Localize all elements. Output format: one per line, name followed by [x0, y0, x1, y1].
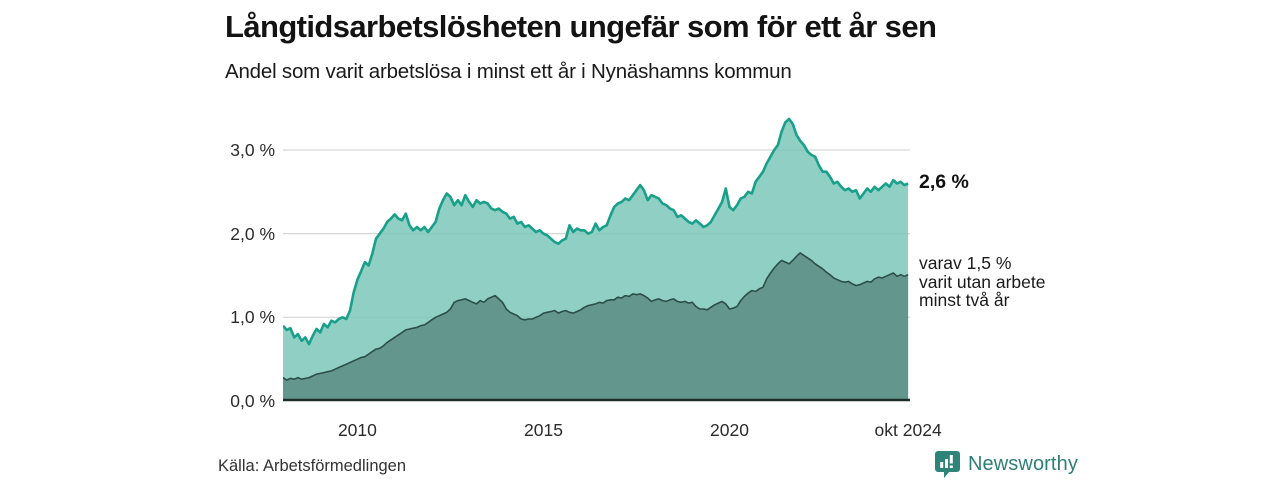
chart-subtitle: Andel som varit arbetslösa i minst ett å… — [225, 60, 792, 83]
newsworthy-brand: Newsworthy — [934, 450, 1078, 479]
annotation-secondary-value: varav 1,5 % varit utan arbete minst två … — [919, 253, 1046, 311]
y-tick-label: 2,0 % — [230, 223, 275, 244]
secondary-line — [282, 252, 909, 381]
newsworthy-wordmark: Newsworthy — [968, 453, 1078, 475]
newsworthy-logo-icon — [935, 451, 960, 478]
x-tick-label: 2015 — [524, 420, 563, 440]
total-line — [282, 117, 909, 346]
chart-title: Långtidsarbetslösheten ungefär som för e… — [225, 9, 937, 44]
x-tick-label: 2020 — [710, 420, 749, 440]
plot-area — [282, 110, 910, 402]
annotation-total-value: 2,6 % — [919, 171, 969, 193]
area-chart-svg — [282, 117, 910, 402]
secondary-area — [283, 252, 909, 401]
y-tick-label: 0,0 % — [230, 391, 275, 411]
y-tick-label: 1,0 % — [230, 307, 275, 328]
source-text: Källa: Arbetsförmedlingen — [218, 457, 407, 475]
x-tick-label: 2010 — [337, 420, 377, 440]
y-tick-label: 3,0 % — [230, 139, 275, 160]
x-tick-label: okt 2024 — [874, 420, 942, 440]
